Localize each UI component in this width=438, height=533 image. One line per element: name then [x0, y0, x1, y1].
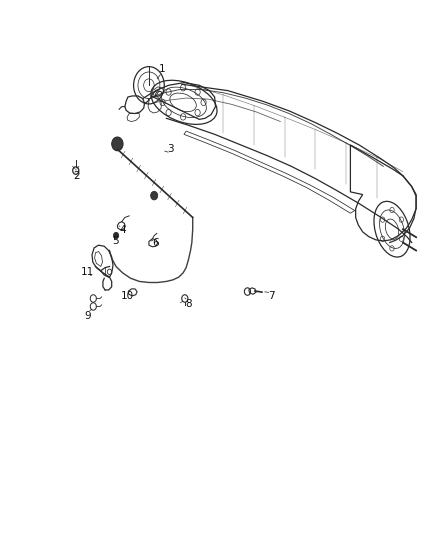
Circle shape — [112, 137, 123, 151]
Circle shape — [113, 232, 119, 239]
Text: 4: 4 — [119, 225, 126, 235]
Text: 11: 11 — [81, 267, 94, 277]
Text: 10: 10 — [120, 291, 134, 301]
Circle shape — [151, 191, 158, 200]
Text: 6: 6 — [152, 238, 159, 247]
Text: 8: 8 — [185, 299, 192, 309]
Text: 2: 2 — [73, 171, 80, 181]
Text: 3: 3 — [167, 144, 174, 154]
Text: 5: 5 — [112, 236, 119, 246]
Text: 7: 7 — [268, 291, 275, 301]
Text: 9: 9 — [84, 311, 91, 320]
Text: 1: 1 — [159, 64, 166, 74]
